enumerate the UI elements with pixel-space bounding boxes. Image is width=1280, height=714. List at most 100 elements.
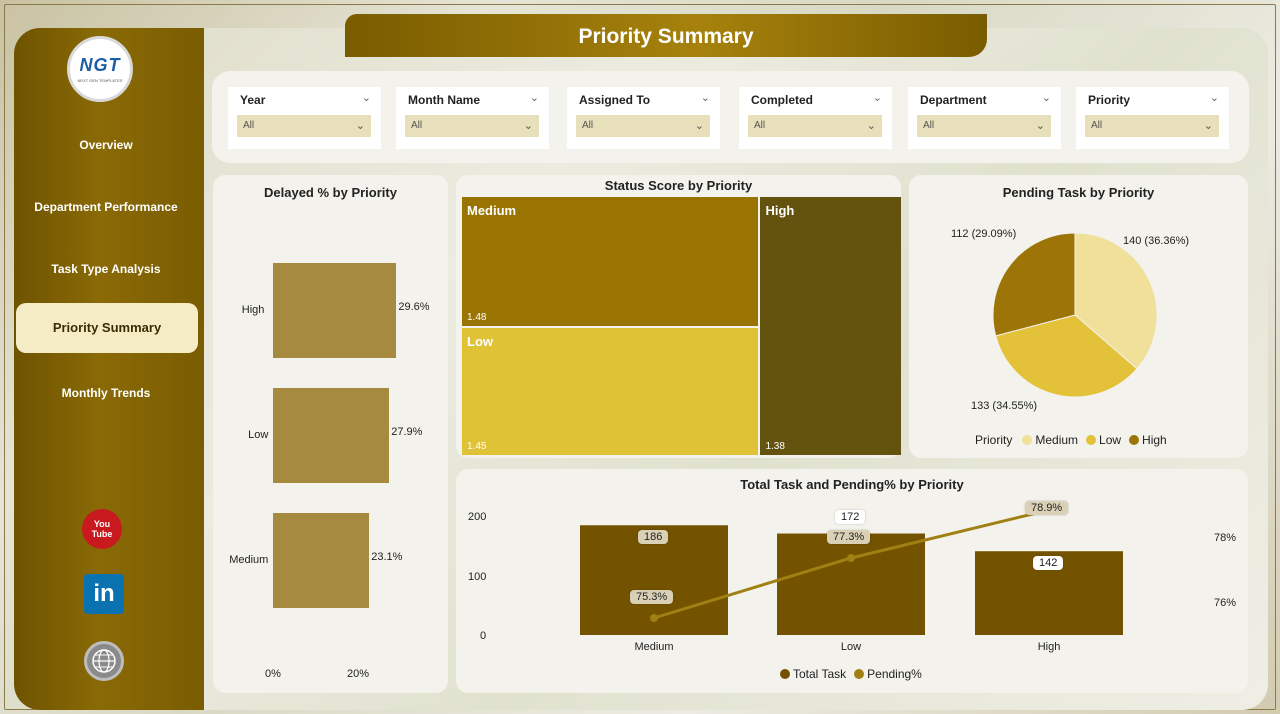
y2-tick-78: 78% bbox=[1214, 532, 1237, 544]
chevron-down-icon[interactable]: ⌄ bbox=[872, 92, 882, 104]
treemap-cell: High 1.38 bbox=[760, 197, 901, 455]
nav-priority-summary[interactable]: Priority Summary bbox=[16, 303, 198, 353]
youtube-text-top: You bbox=[93, 519, 111, 529]
slicer-label: Assigned To bbox=[579, 93, 651, 107]
ngt-logo[interactable]: NGT NEXT GEN TEMPLATES bbox=[67, 36, 133, 102]
pie-slice-low[interactable] bbox=[995, 314, 1138, 398]
legend-item[interactable]: Total Task bbox=[780, 667, 846, 681]
logo-text: NGT bbox=[79, 55, 121, 75]
x-tick-1: 20% bbox=[347, 668, 370, 680]
completed-dropdown[interactable]: All ⌄ bbox=[748, 115, 882, 137]
legend-item[interactable]: Low bbox=[1086, 433, 1121, 447]
pie-slice-high[interactable] bbox=[992, 232, 1076, 337]
pie-slice-medium[interactable] bbox=[1074, 232, 1158, 370]
legend-title: Priority bbox=[975, 433, 1013, 447]
chevron-down-icon: ⌄ bbox=[1035, 120, 1045, 132]
legend-label: Medium bbox=[1035, 433, 1079, 447]
website-globe-icon[interactable] bbox=[84, 641, 124, 681]
treemap-title: Status Score by Priority bbox=[604, 178, 753, 193]
pending-data-label: 78.9% bbox=[1025, 501, 1069, 515]
logo-subtitle: NEXT GEN TEMPLATES bbox=[77, 78, 123, 83]
total-task-data-label: 186 bbox=[638, 530, 669, 545]
y2-tick-76: 76% bbox=[1214, 597, 1237, 609]
pending-data-label: 77.3% bbox=[827, 530, 871, 544]
chevron-down-icon: ⌄ bbox=[1203, 120, 1213, 132]
chevron-down-icon: ⌄ bbox=[355, 120, 365, 132]
legend-item[interactable]: High bbox=[1129, 433, 1167, 447]
legend-item[interactable]: Pending% bbox=[854, 667, 922, 681]
nav-overview[interactable]: Overview bbox=[79, 138, 133, 152]
delayed-bar bbox=[273, 388, 390, 483]
combo-title: Total Task and Pending% by Priority bbox=[740, 477, 964, 492]
total-task-bar[interactable] bbox=[777, 533, 925, 635]
treemap-panel: Status Score by Priority Medium 1.48 Low 1.… bbox=[456, 175, 901, 458]
chevron-down-icon[interactable]: ⌄ bbox=[1209, 92, 1219, 104]
assigned-to-dropdown[interactable]: All ⌄ bbox=[576, 115, 710, 137]
delayed-chart-title: Delayed % by Priority bbox=[264, 185, 397, 200]
slicer-label: Department bbox=[920, 93, 987, 107]
legend-swatch bbox=[1129, 435, 1140, 445]
legend-swatch bbox=[1086, 435, 1097, 445]
y-category-label: Low bbox=[248, 428, 269, 441]
x-category-label: Low bbox=[841, 641, 861, 653]
chevron-down-icon[interactable]: ⌄ bbox=[1041, 92, 1051, 104]
slicer-department: Department ⌄ All ⌄ bbox=[908, 87, 1061, 149]
slicer-label: Priority bbox=[1088, 93, 1131, 107]
page-title: Priority Summary bbox=[345, 14, 987, 57]
globe-icon bbox=[92, 649, 116, 673]
pie-data-label: 112 (29.09%) bbox=[951, 228, 1016, 240]
dropdown-value: All bbox=[1091, 120, 1103, 131]
filter-panel: Year ⌄ All ⌄ Month Name ⌄ All ⌄ Assigned T… bbox=[212, 71, 1249, 163]
chevron-down-icon[interactable]: ⌄ bbox=[361, 92, 371, 104]
chevron-down-icon: ⌄ bbox=[694, 120, 704, 132]
pie-chart: 140 (36.36%) 133 (34.55%) 112 (29.09%) bbox=[951, 228, 1189, 412]
pending-point[interactable] bbox=[847, 554, 855, 562]
linkedin-icon[interactable]: in bbox=[84, 574, 124, 614]
delayed-bar bbox=[273, 263, 397, 358]
treemap-cell-value: 1.48 bbox=[467, 312, 487, 324]
legend-label: Pending% bbox=[867, 667, 922, 681]
dropdown-value: All bbox=[923, 120, 935, 131]
treemap-cell-label: Low bbox=[467, 334, 493, 350]
chevron-down-icon[interactable]: ⌄ bbox=[700, 92, 710, 104]
dropdown-value: All bbox=[582, 120, 594, 131]
treemap-cell: Medium 1.48 bbox=[462, 197, 759, 327]
delayed-data-label: 29.6% bbox=[398, 300, 430, 313]
total-task-data-label: 172 bbox=[835, 509, 866, 524]
treemap-cell-value: 1.38 bbox=[765, 441, 785, 452]
legend-swatch bbox=[854, 669, 865, 679]
sidebar: NGT NEXT GEN TEMPLATES Overview Departme… bbox=[14, 28, 204, 710]
nav-monthly-trends[interactable]: Monthly Trends bbox=[61, 386, 151, 400]
slicer-label: Month Name bbox=[408, 93, 480, 107]
youtube-icon[interactable]: You Tube bbox=[82, 509, 122, 549]
pie-panel: Pending Task by Priority 140 (36.36%) 133… bbox=[909, 175, 1248, 458]
pending-point[interactable] bbox=[650, 614, 658, 622]
nav-task-type-analysis[interactable]: Task Type Analysis bbox=[51, 262, 161, 276]
delayed-chart-panel: Delayed % by Priority High 29.6% Low 27.9% M… bbox=[213, 175, 448, 693]
priority-dropdown[interactable]: All ⌄ bbox=[1085, 115, 1219, 137]
department-dropdown[interactable]: All ⌄ bbox=[917, 115, 1051, 137]
x-category-label: High bbox=[1038, 641, 1061, 653]
dropdown-value: All bbox=[411, 120, 423, 131]
pie-data-label: 133 (34.55%) bbox=[971, 400, 1037, 412]
legend-label: Low bbox=[1099, 433, 1122, 447]
chevron-down-icon: ⌄ bbox=[866, 120, 876, 132]
chevron-down-icon[interactable]: ⌄ bbox=[529, 92, 539, 104]
slicer-label: Completed bbox=[751, 93, 814, 107]
treemap-cell: Low 1.45 bbox=[462, 328, 759, 455]
slicer-year: Year ⌄ All ⌄ bbox=[228, 87, 381, 149]
slicer-completed: Completed ⌄ All ⌄ bbox=[739, 87, 892, 149]
slicer-priority: Priority ⌄ All ⌄ bbox=[1076, 87, 1229, 149]
y-category-label: Medium bbox=[229, 553, 269, 566]
year-dropdown[interactable]: All ⌄ bbox=[237, 115, 371, 137]
pie-legend: Priority Medium Low High bbox=[975, 433, 1171, 447]
treemap-cell-label: Medium bbox=[467, 203, 517, 218]
month-name-dropdown[interactable]: All ⌄ bbox=[405, 115, 539, 137]
nav-department-performance[interactable]: Department Performance bbox=[34, 200, 178, 214]
pending-data-label: 75.3% bbox=[630, 590, 674, 604]
legend-item[interactable]: Medium bbox=[1022, 433, 1078, 447]
combo-chart: Medium Low High bbox=[580, 506, 1123, 653]
youtube-text-bottom: Tube bbox=[91, 529, 113, 539]
combo-chart-panel: Total Task and Pending% by Priority 200 … bbox=[456, 469, 1248, 693]
delayed-data-label: 23.1% bbox=[371, 550, 403, 563]
